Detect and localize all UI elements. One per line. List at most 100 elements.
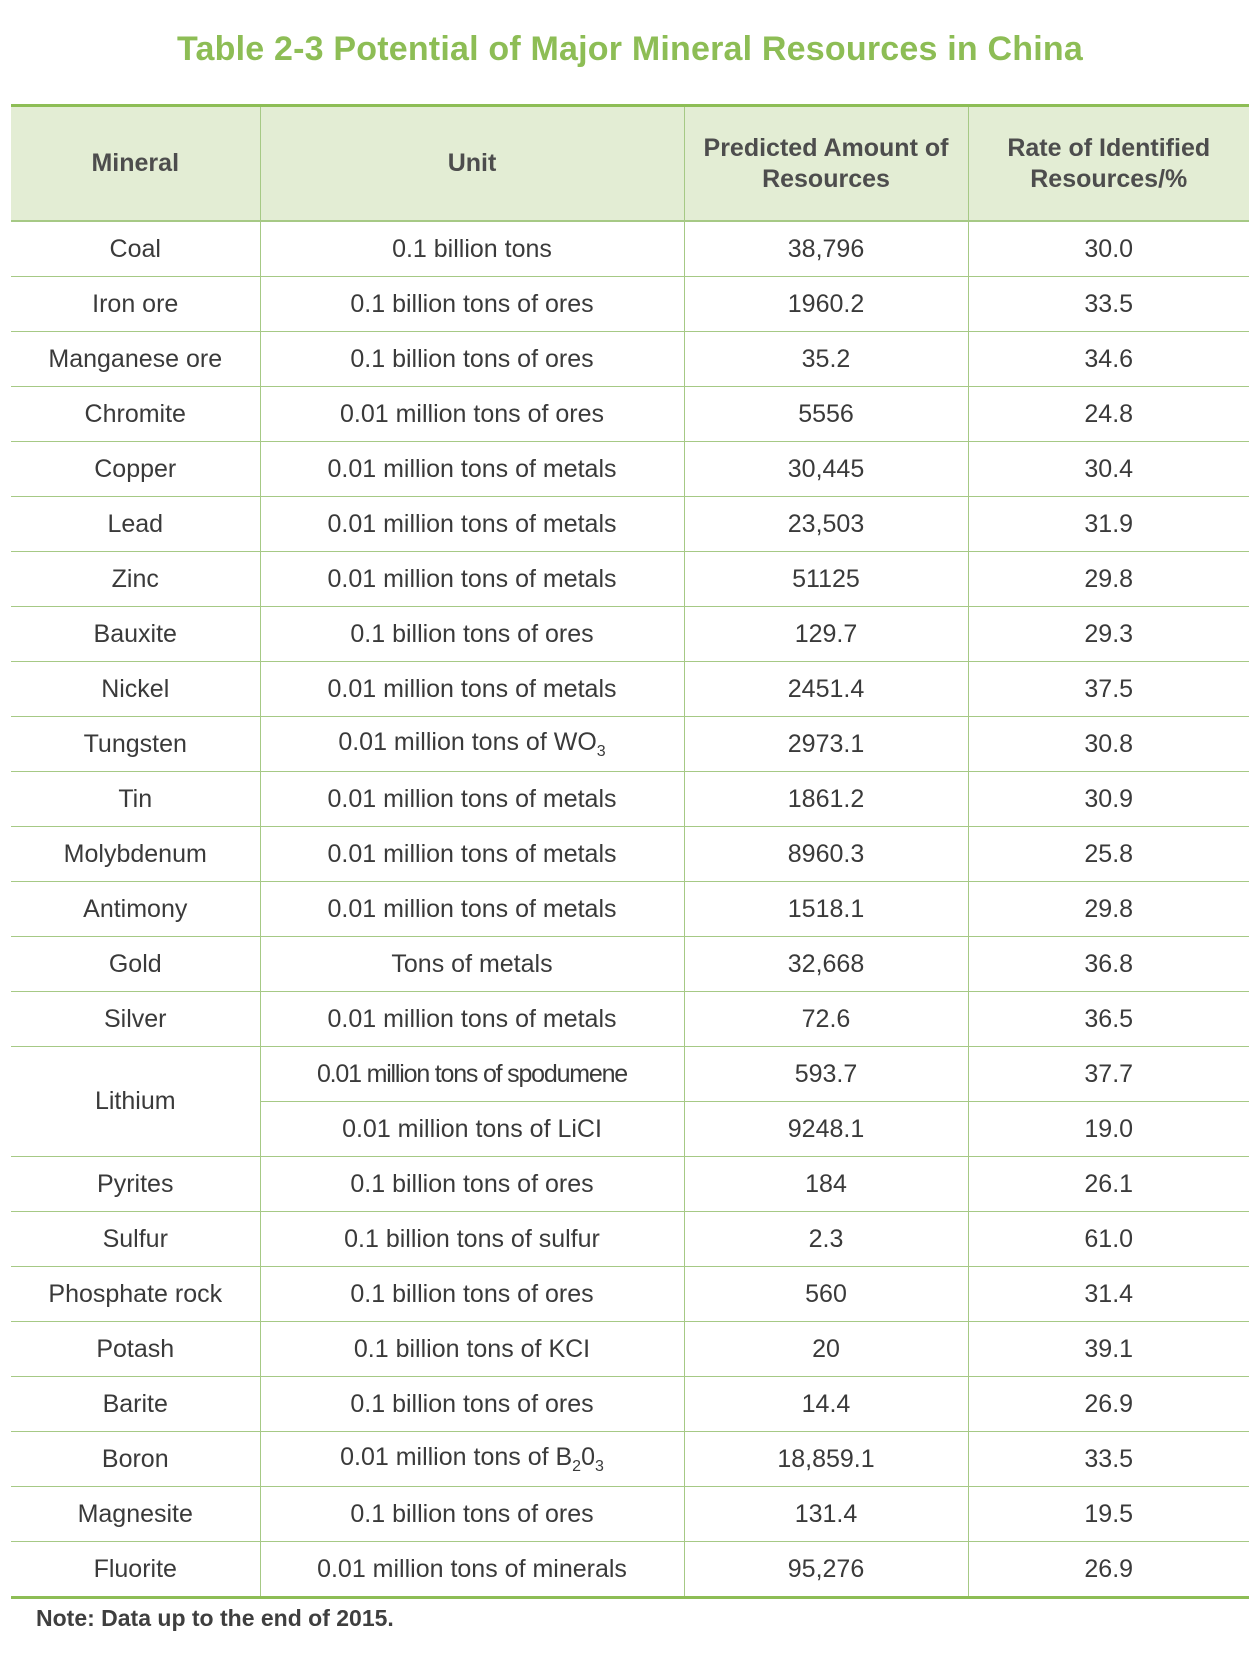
cell-rate: 37.7 [967,1046,1249,1102]
cell-unit: 0.01 million tons of spodumene [259,1046,684,1102]
cell-rate: 33.5 [967,276,1249,332]
cell-rate: 30.0 [967,221,1249,277]
cell-predicted: 184 [683,1156,968,1212]
cell-unit: 0.01 million tons of metals [259,551,684,607]
cell-mineral: Iron ore [11,276,260,332]
table-row: 0.01 million tons of LiCI 9248.1 19.0 [11,1101,1249,1157]
table-note: Note: Data up to the end of 2015. [36,1605,394,1631]
table-row: Lead 0.01 million tons of metals 23,503 … [11,496,1249,552]
cell-unit: 0.01 million tons of metals [259,441,684,497]
cell-mineral: Pyrites [11,1156,260,1212]
table-row: Boron 0.01 million tons of B203 18,859.1… [11,1431,1249,1487]
cell-rate: 26.1 [967,1156,1249,1212]
table-row: Barite 0.1 billion tons of ores 14.4 26.… [11,1376,1249,1432]
table-row: Copper 0.01 million tons of metals 30,44… [11,441,1249,497]
cell-rate: 26.9 [967,1376,1249,1432]
cell-unit: 0.1 billion tons of ores [259,276,684,332]
table-row: Antimony 0.01 million tons of metals 151… [11,881,1249,937]
table-row: Manganese ore 0.1 billion tons of ores 3… [11,331,1249,387]
table-row: Zinc 0.01 million tons of metals 51125 2… [11,551,1249,607]
unit-text: 0.01 million tons of WO [338,727,597,756]
cell-mineral: Potash [11,1321,260,1377]
cell-mineral: Sulfur [11,1211,260,1267]
cell-rate: 36.8 [967,936,1249,992]
cell-mineral: Bauxite [11,606,260,662]
table-row: Molybdenum 0.01 million tons of metals 8… [11,826,1249,882]
cell-unit: 0.01 million tons of metals [259,991,684,1047]
cell-mineral: Phosphate rock [11,1266,260,1322]
cell-predicted: 9248.1 [683,1101,968,1157]
cell-rate: 29.3 [967,606,1249,662]
cell-predicted: 8960.3 [683,826,968,882]
cell-predicted: 35.2 [683,331,968,387]
cell-predicted: 2973.1 [683,716,968,772]
cell-rate: 30.4 [967,441,1249,497]
cell-mineral: Antimony [11,881,260,937]
cell-predicted: 32,668 [683,936,968,992]
cell-mineral: Gold [11,936,260,992]
cell-mineral: Magnesite [11,1486,260,1542]
cell-rate: 31.9 [967,496,1249,552]
table-row: Bauxite 0.1 billion tons of ores 129.7 2… [11,606,1249,662]
mineral-resources-table: Mineral Unit Predicted Amount of Resourc… [11,104,1249,1599]
cell-predicted: 1518.1 [683,881,968,937]
cell-rate: 26.9 [967,1541,1249,1598]
cell-unit: 0.1 billion tons of ores [259,1486,684,1542]
cell-predicted: 23,503 [683,496,968,552]
cell-predicted: 131.4 [683,1486,968,1542]
cell-unit: 0.01 million tons of B203 [259,1431,684,1487]
cell-mineral: Barite [11,1376,260,1432]
cell-rate: 19.0 [967,1101,1249,1157]
cell-predicted: 51125 [683,551,968,607]
cell-predicted: 129.7 [683,606,968,662]
cell-unit: 0.01 million tons of metals [259,661,684,717]
cell-predicted: 593.7 [683,1046,968,1102]
cell-rate: 30.9 [967,771,1249,827]
table-row: Potash 0.1 billion tons of KCI 20 39.1 [11,1321,1249,1377]
cell-rate: 61.0 [967,1211,1249,1267]
cell-predicted: 1861.2 [683,771,968,827]
unit-text: 0.01 million tons of B [340,1442,573,1471]
unit-subscript: 2 [572,1457,582,1475]
cell-rate: 39.1 [967,1321,1249,1377]
cell-rate: 29.8 [967,881,1249,937]
cell-mineral: Copper [11,441,260,497]
cell-predicted: 20 [683,1321,968,1377]
table-row: Coal 0.1 billion tons 38,796 30.0 [11,221,1249,277]
table-row: Silver 0.01 million tons of metals 72.6 … [11,991,1249,1047]
cell-mineral: Zinc [11,551,260,607]
cell-unit: 0.01 million tons of minerals [259,1541,684,1598]
header-mineral: Mineral [11,105,260,222]
cell-unit: 0.1 billion tons of ores [259,1156,684,1212]
cell-mineral: Coal [11,221,260,277]
cell-rate: 19.5 [967,1486,1249,1542]
cell-mineral: Nickel [11,661,260,717]
cell-unit: 0.1 billion tons of ores [259,606,684,662]
cell-unit: 0.01 million tons of LiCI [259,1101,684,1157]
cell-predicted: 18,859.1 [683,1431,968,1487]
cell-unit: 0.01 million tons of metals [259,881,684,937]
cell-mineral: Lithium [11,1046,260,1157]
table-row: Tungsten 0.01 million tons of WO3 2973.1… [11,716,1249,772]
header-row: Mineral Unit Predicted Amount of Resourc… [11,105,1249,222]
table-row: Sulfur 0.1 billion tons of sulfur 2.3 61… [11,1211,1249,1267]
unit-subscript: 3 [596,742,606,760]
cell-unit: 0.1 billion tons of ores [259,1266,684,1322]
cell-mineral: Fluorite [93,1554,177,1583]
cell-unit: 0.1 billion tons of ores [259,1376,684,1432]
table-row: Chromite 0.01 million tons of ores 5556 … [11,386,1249,442]
cell-unit: 0.01 million tons of WO3 [259,716,684,772]
cell-unit: Tons of metals [259,936,684,992]
cell-rate: 34.6 [967,331,1249,387]
cell-unit: 0.01 million tons of metals [259,771,684,827]
cell-unit: 0.01 million tons of metals [259,496,684,552]
cell-mineral: Lead [11,496,260,552]
unit-subscript-2: 3 [594,1457,604,1475]
cell-mineral: Silver [11,991,260,1047]
cell-unit: 0.1 billion tons of sulfur [259,1211,684,1267]
cell-predicted: 95,276 [683,1541,968,1598]
table-row: Lithium 0.01 million tons of spodumene 5… [11,1046,1249,1157]
cell-mineral: Molybdenum [11,826,260,882]
header-identified-rate: Rate of Identified Resources/% [967,105,1249,222]
table-row: Iron ore 0.1 billion tons of ores 1960.2… [11,276,1249,332]
